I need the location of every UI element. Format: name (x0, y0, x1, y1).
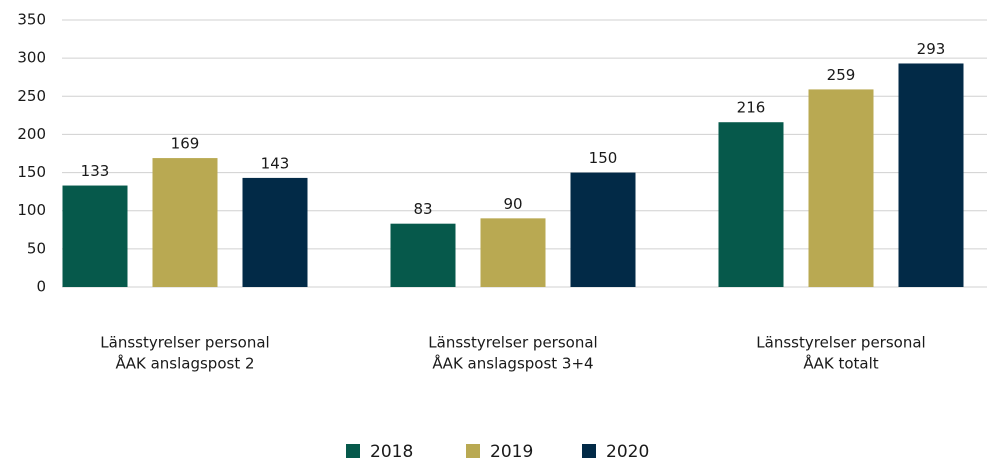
legend-label: 2020 (606, 442, 649, 461)
data-label: 259 (827, 66, 856, 84)
y-tick-label: 350 (17, 11, 46, 29)
x-tick-label: ÅAK anslagspost 2 (115, 354, 254, 373)
y-tick-label: 0 (36, 278, 46, 296)
legend-swatch (466, 444, 480, 458)
x-tick-label: Länsstyrelser personal (428, 334, 597, 352)
y-tick-label: 250 (17, 87, 46, 105)
data-label: 293 (917, 40, 946, 58)
legend-swatch (582, 444, 596, 458)
x-tick-label: Länsstyrelser personal (756, 334, 925, 352)
y-tick-label: 150 (17, 163, 46, 181)
data-label: 83 (413, 200, 432, 218)
x-tick-label: Länsstyrelser personal (100, 334, 269, 352)
y-tick-label: 200 (17, 125, 46, 143)
legend-label: 2019 (490, 442, 533, 461)
legend-label: 2018 (370, 442, 413, 461)
y-tick-label: 100 (17, 201, 46, 219)
data-label: 150 (589, 149, 618, 167)
data-label: 90 (503, 195, 522, 213)
x-tick-label: ÅAK totalt (803, 354, 878, 373)
bar (242, 177, 308, 287)
data-label: 133 (81, 162, 110, 180)
y-tick-label: 50 (27, 239, 46, 257)
bar (480, 218, 546, 287)
bar (152, 158, 218, 287)
legend-swatch (346, 444, 360, 458)
bar (718, 122, 784, 287)
data-label: 143 (261, 154, 290, 172)
data-label: 216 (737, 99, 766, 117)
bar (808, 89, 874, 287)
bar (898, 63, 964, 288)
y-tick-label: 300 (17, 49, 46, 67)
bar (570, 172, 636, 287)
bar (390, 223, 456, 287)
data-label: 169 (171, 135, 200, 153)
x-tick-label: ÅAK anslagspost 3+4 (432, 354, 593, 373)
bar (62, 185, 128, 287)
